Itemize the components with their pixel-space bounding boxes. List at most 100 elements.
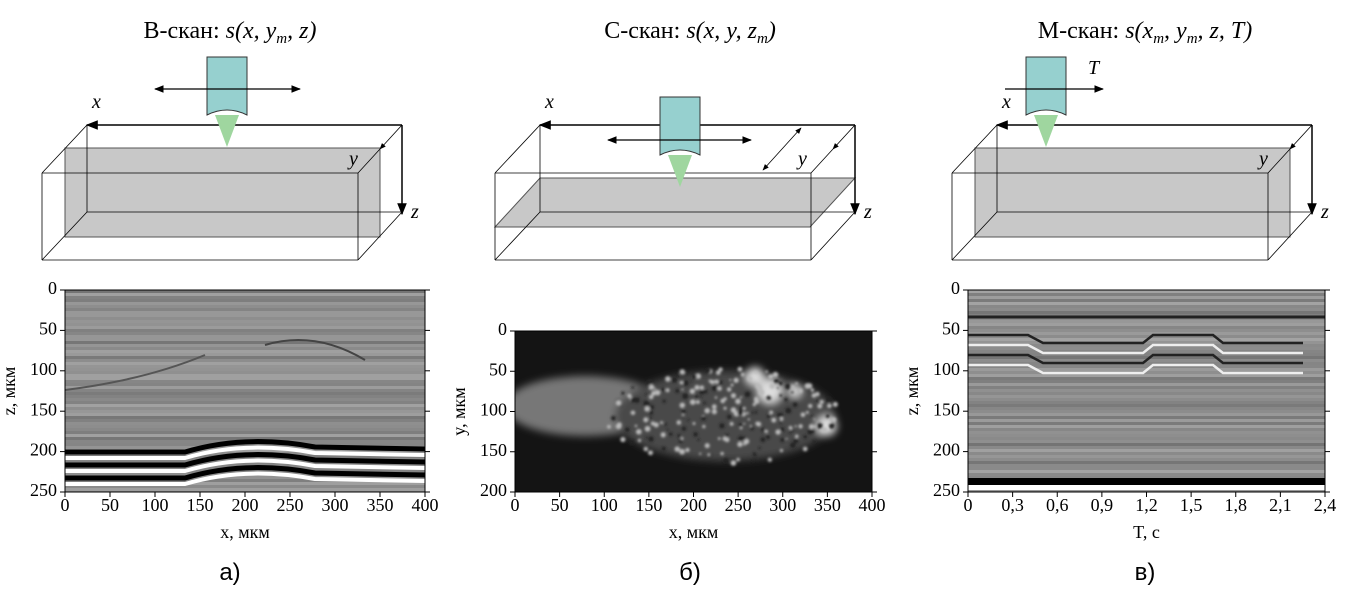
x-tick-label: 0,9	[1091, 495, 1114, 515]
diagram-label: x	[91, 91, 101, 113]
diagram-line	[763, 128, 801, 170]
y-tick-label: 150	[933, 399, 960, 419]
diagram-line	[495, 125, 540, 173]
x-tick-label: 150	[187, 495, 214, 515]
x-tick-label: 50	[101, 495, 119, 515]
probe	[660, 97, 700, 155]
diagram-line	[1290, 125, 1312, 149]
x-tick-label: 2,4	[1314, 495, 1337, 515]
diagram-label: z	[1320, 201, 1329, 223]
diagram-label: y	[1257, 148, 1268, 170]
title-text: В-скан:	[144, 18, 220, 44]
y-tick-label: 100	[933, 359, 960, 379]
formula-subscript: m	[1187, 31, 1198, 47]
y-tick-label: 250	[933, 480, 960, 500]
diagram-line	[380, 125, 402, 149]
x-tick-label: 1,8	[1225, 495, 1248, 515]
y-tick-label: 50	[489, 359, 507, 379]
y-tick-label: 50	[942, 319, 960, 339]
x-tick-label: 400	[412, 495, 439, 515]
beam	[215, 115, 239, 147]
title-text: М-скан:	[1038, 18, 1119, 44]
x-tick-label: 0	[61, 495, 70, 515]
x-tick-label: 200	[680, 495, 707, 515]
formula-text: s(x, y, z	[686, 18, 757, 44]
y-tick-label: 200	[480, 480, 507, 500]
y-tick-label: 100	[480, 400, 507, 420]
x-tick-label: 150	[635, 495, 662, 515]
y-axis-label: z, мкм	[0, 367, 19, 416]
scan-image	[65, 290, 425, 494]
probe	[207, 57, 247, 115]
diagram-label: x	[544, 91, 554, 113]
y-tick-label: 150	[30, 399, 57, 419]
y-tick-label: 0	[498, 319, 507, 339]
y-axis-label: y, мкм	[449, 387, 469, 435]
y-tick-label: 250	[30, 480, 57, 500]
scan-plane	[975, 148, 1290, 237]
formula-subscript: m	[757, 31, 768, 47]
beam	[1034, 115, 1058, 147]
x-tick-label: 0,6	[1046, 495, 1069, 515]
panel-caption: б)	[679, 559, 701, 586]
diagram-line	[833, 125, 855, 149]
x-tick-label: 300	[769, 495, 796, 515]
diagram-label: y	[347, 148, 358, 170]
x-tick-label: 250	[725, 495, 752, 515]
x-axis-label: x, мкм	[220, 522, 270, 542]
x-tick-label: 250	[277, 495, 304, 515]
formula-subscript: m	[276, 31, 287, 47]
panel-title: М-скан: s(xm, ym, z, T)	[1038, 18, 1252, 47]
x-tick-label: 100	[591, 495, 618, 515]
x-tick-label: 350	[814, 495, 841, 515]
y-tick-label: 200	[933, 440, 960, 460]
y-tick-label: 0	[48, 278, 57, 298]
formula-text: , z)	[287, 18, 316, 44]
x-tick-label: 1,5	[1180, 495, 1203, 515]
x-tick-label: 100	[142, 495, 169, 515]
formula-text: , y	[1164, 18, 1187, 44]
x-tick-label: 300	[322, 495, 349, 515]
scan-diagram: xyz	[42, 57, 419, 260]
formula-subscript: m	[1153, 31, 1164, 47]
x-tick-label: 200	[232, 495, 259, 515]
panel-title: С-скан: s(x, y, zm)	[604, 18, 776, 47]
panel-title: В-скан: s(x, ym, z)	[144, 18, 317, 47]
y-tick-label: 100	[30, 359, 57, 379]
panel-caption: в)	[1135, 559, 1156, 586]
x-tick-label: 0,3	[1001, 495, 1024, 515]
diagram-label: y	[796, 148, 807, 170]
y-tick-label: 150	[480, 440, 507, 460]
scan-plane	[65, 148, 380, 237]
formula-text: , z, T)	[1198, 18, 1253, 44]
x-tick-label: 2,1	[1269, 495, 1292, 515]
scan-image	[505, 331, 872, 492]
scan-diagram: x y z	[495, 91, 872, 260]
title-text: С-скан:	[604, 18, 680, 44]
diagram-label: z	[863, 201, 872, 223]
probe	[1026, 57, 1066, 115]
x-tick-label: 0	[511, 495, 520, 515]
x-tick-label: 350	[367, 495, 394, 515]
scan-image	[968, 290, 1325, 494]
scan-plane	[495, 178, 855, 227]
x-axis-label: x, мкм	[669, 522, 719, 542]
panel-caption: а)	[219, 559, 240, 586]
y-tick-label: 0	[951, 278, 960, 298]
diagram-label: T	[1088, 57, 1101, 79]
x-tick-label: 0	[964, 495, 973, 515]
y-axis-label: z, мкм	[902, 367, 922, 416]
y-tick-label: 200	[30, 440, 57, 460]
x-tick-label: 400	[859, 495, 886, 515]
formula-text: )	[766, 18, 776, 44]
y-tick-label: 50	[39, 319, 57, 339]
diagram-label: x	[1001, 91, 1011, 113]
x-tick-label: 1,2	[1135, 495, 1158, 515]
formula-text: s(x	[1125, 18, 1153, 44]
x-axis-label: T, с	[1133, 522, 1160, 542]
diagram-line	[811, 149, 833, 173]
x-tick-label: 50	[551, 495, 569, 515]
scan-diagram: x y z T	[952, 57, 1329, 260]
formula-text: s(x, y	[226, 18, 277, 44]
figure: В-скан: s(x, ym, z)xyz050100150200250300…	[0, 0, 1350, 590]
